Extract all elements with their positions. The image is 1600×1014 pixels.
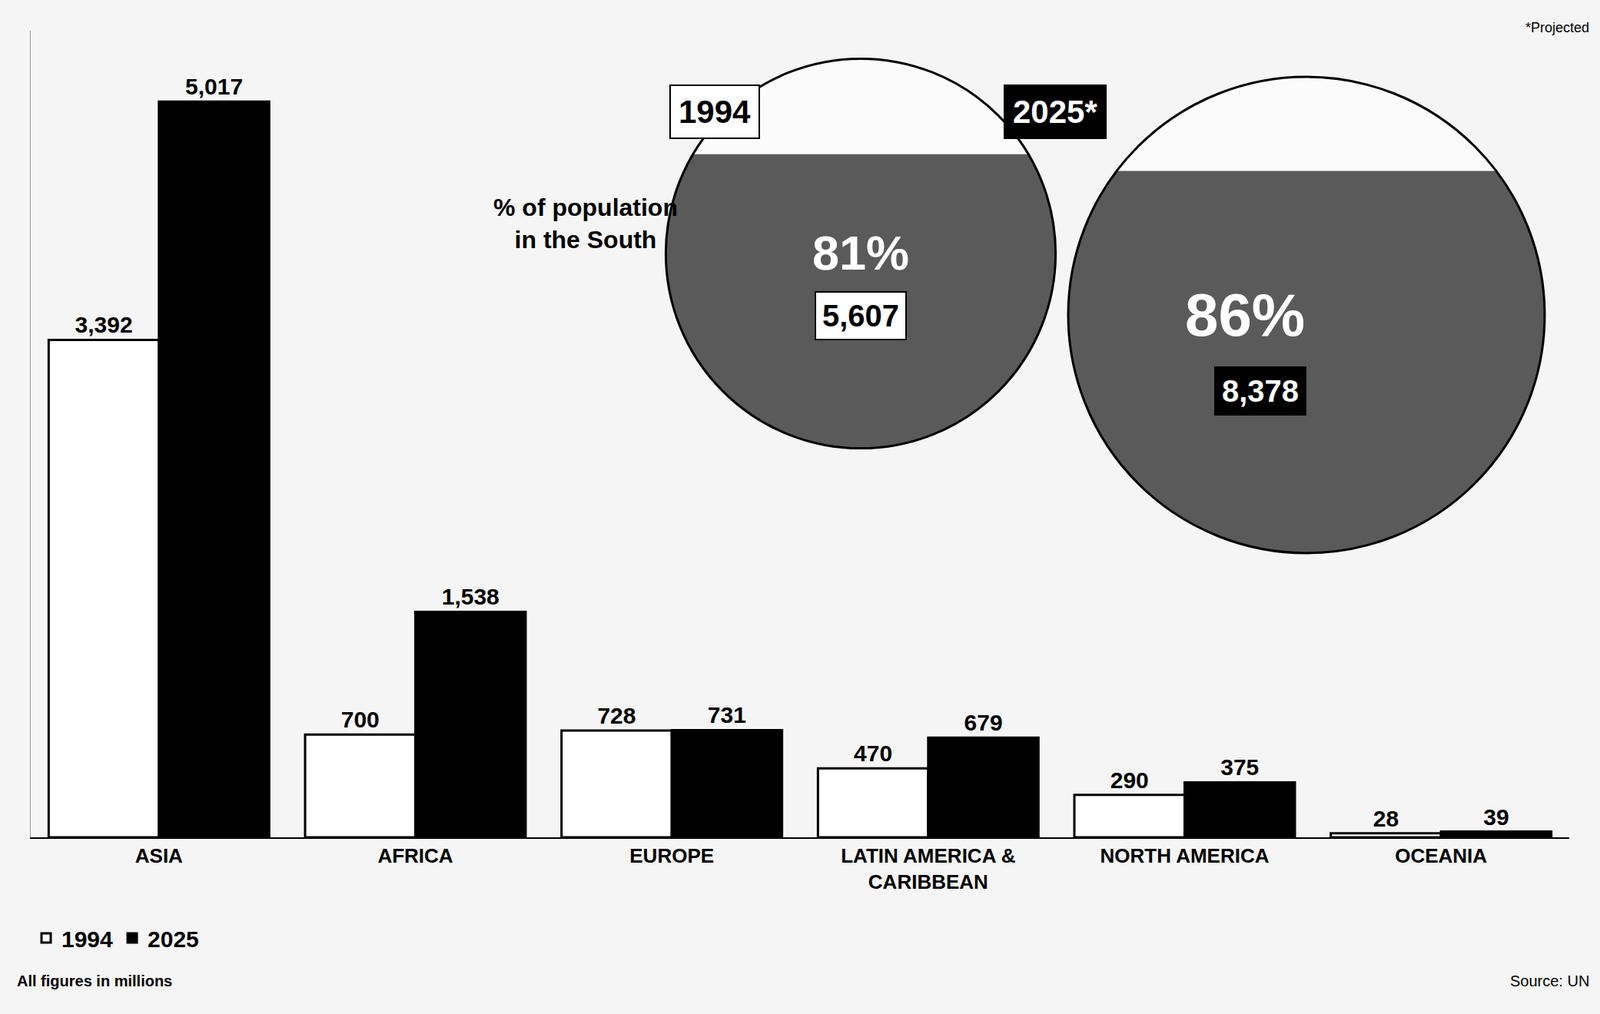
- svg-text:Source: UN: Source: UN: [1510, 972, 1590, 990]
- svg-text:1994: 1994: [61, 926, 113, 953]
- svg-text:28: 28: [1373, 806, 1399, 832]
- svg-text:81%: 81%: [812, 225, 910, 280]
- svg-text:All figures in millions: All figures in millions: [16, 972, 173, 990]
- svg-text:700: 700: [341, 707, 380, 733]
- svg-text:470: 470: [853, 740, 893, 767]
- svg-text:86%: 86%: [1185, 281, 1305, 349]
- svg-text:AFRICA: AFRICA: [377, 844, 453, 868]
- svg-text:2025: 2025: [147, 926, 200, 953]
- svg-text:NORTH AMERICA: NORTH AMERICA: [1099, 844, 1269, 868]
- svg-text:% of populationin the South: % of populationin the South: [493, 193, 678, 254]
- svg-text:EUROPE: EUROPE: [629, 844, 714, 868]
- svg-text:*Projected: *Projected: [1525, 19, 1590, 36]
- svg-text:290: 290: [1110, 767, 1149, 794]
- svg-text:39: 39: [1483, 804, 1509, 830]
- svg-text:375: 375: [1220, 754, 1259, 781]
- svg-text:679: 679: [964, 710, 1003, 736]
- svg-text:LATIN AMERICA &CARIBBEAN: LATIN AMERICA &CARIBBEAN: [840, 844, 1016, 894]
- svg-text:ASIA: ASIA: [135, 844, 183, 868]
- svg-text:8,378: 8,378: [1221, 374, 1299, 409]
- svg-text:1,538: 1,538: [441, 584, 500, 610]
- svg-text:2025*: 2025*: [1012, 93, 1098, 130]
- svg-text:728: 728: [597, 703, 636, 729]
- svg-text:1994: 1994: [678, 93, 751, 130]
- svg-text:731: 731: [707, 702, 747, 728]
- svg-text:5,607: 5,607: [822, 298, 900, 333]
- svg-text:3,392: 3,392: [75, 312, 133, 338]
- svg-text:OCEANIA: OCEANIA: [1394, 844, 1488, 868]
- svg-text:5,017: 5,017: [185, 73, 243, 100]
